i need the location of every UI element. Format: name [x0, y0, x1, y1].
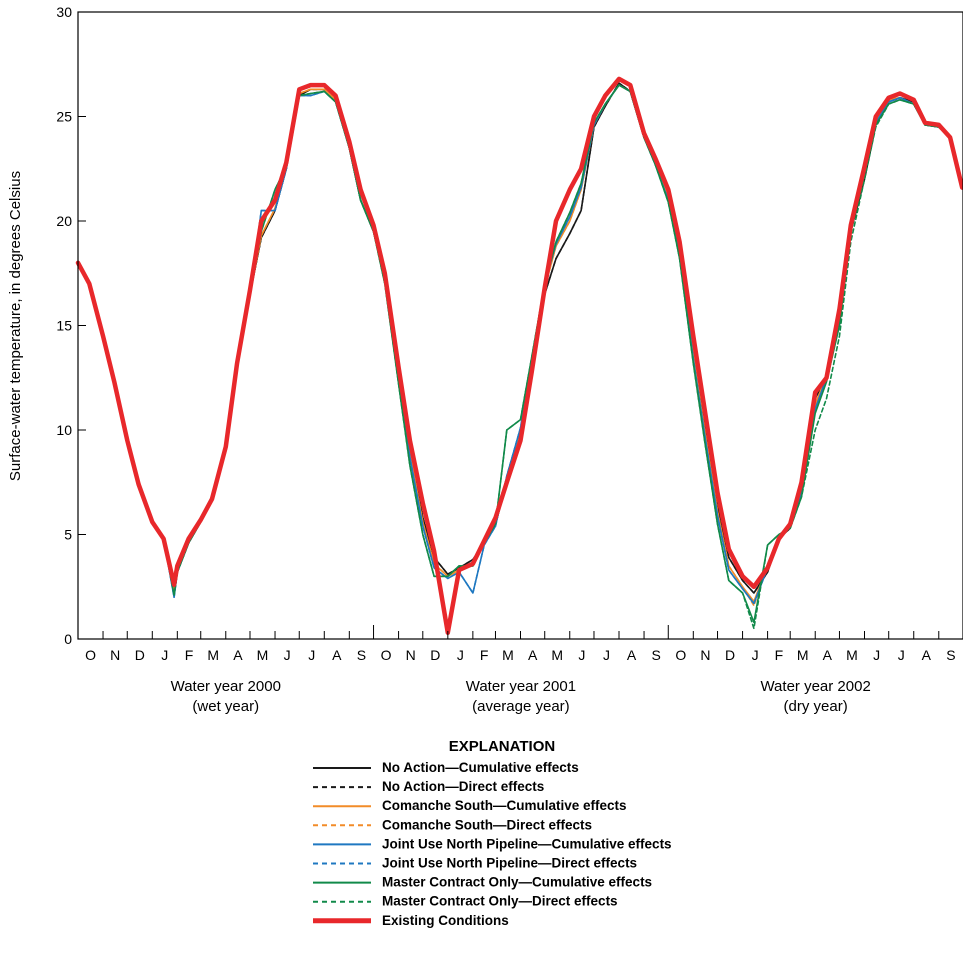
x-tick-label: N [110, 647, 120, 663]
x-tick-label: F [775, 647, 784, 663]
x-tick-label: J [898, 647, 905, 663]
legend-series-name: No Action [382, 760, 445, 775]
x-tick-label: D [135, 647, 145, 663]
legend-series-effect: —Cumulative effects [493, 798, 627, 813]
x-tick-label: S [651, 647, 660, 663]
legend-entry: Existing Conditions [382, 913, 509, 928]
legend-series-name: Comanche South [382, 817, 493, 832]
water-year-labels: Water year 2000 (wet year) Water year 2001… [171, 678, 871, 715]
water-year-sublabel: (dry year) [784, 698, 848, 715]
legend-series-effect: —Cumulative effects [519, 875, 653, 890]
y-axis-title: Surface-water temperature, in degrees Ce… [7, 171, 24, 481]
legend-entry: Master Contract Only—Direct effects [382, 894, 618, 909]
legend-title: EXPLANATION [449, 738, 555, 755]
y-tick-label: 0 [64, 631, 72, 647]
x-tick-label: A [528, 647, 538, 663]
x-tick-label: A [627, 647, 637, 663]
plot-frame [77, 11, 963, 640]
legend-series-effect: —Cumulative effects [538, 836, 672, 851]
legend-series-name: Existing Conditions [382, 913, 509, 928]
series-line-no-action-cumulative [77, 82, 963, 596]
x-tick-label: O [85, 647, 96, 663]
water-year-sublabel: (wet year) [192, 698, 259, 715]
legend-entry: Master Contract Only—Cumulative effects [382, 875, 652, 890]
series-line-comanche-south-direct [77, 84, 963, 607]
legend-series-name: Master Contract Only [382, 894, 519, 909]
water-year-sublabel: (average year) [472, 698, 570, 715]
y-tick-label: 25 [56, 109, 72, 125]
legend-series-effect: —Direct effects [519, 894, 618, 909]
x-tick-label: N [700, 647, 710, 663]
legend-series-effect: —Direct effects [538, 856, 637, 871]
legend-series-name: Master Contract Only [382, 875, 519, 890]
x-tick-label: J [578, 647, 585, 663]
legend-series-name: Joint Use North Pipeline [382, 836, 539, 851]
legend-entry: No Action—Direct effects [382, 779, 544, 794]
x-tick-label: M [846, 647, 858, 663]
x-tick-label: M [502, 647, 514, 663]
x-tick-label: O [675, 647, 686, 663]
x-tick-label: M [551, 647, 563, 663]
series-line-existing-conditions-cumulative [75, 76, 963, 635]
water-year-label: Water year 2001 [466, 678, 576, 695]
x-tick-label: J [284, 647, 291, 663]
x-tick-label: O [381, 647, 392, 663]
y-tick-label: 10 [56, 422, 72, 438]
legend-series-effect: —Direct effects [493, 817, 592, 832]
legend-series-effect: —Cumulative effects [445, 760, 579, 775]
legend-entry: Joint Use North Pipeline—Direct effects [382, 856, 637, 871]
legend-series-effect: —Direct effects [445, 779, 544, 794]
series-line-no-action-direct [77, 82, 963, 596]
x-tick-label: A [922, 647, 932, 663]
x-tick-label: J [308, 647, 315, 663]
x-tick-label: F [480, 647, 489, 663]
series-line-joint-use-north-pipeline-cumulative [77, 84, 963, 605]
y-tick-label: 15 [56, 318, 72, 334]
x-tick-label: J [752, 647, 759, 663]
y-axis: 0 5 10 15 20 25 30 [56, 4, 86, 647]
x-tick-label: M [207, 647, 219, 663]
legend-entry: Comanche South—Cumulative effects [382, 798, 627, 813]
x-tick-label: A [823, 647, 833, 663]
x-tick-label: M [797, 647, 809, 663]
legend: EXPLANATION No Action—Cumulative effects… [313, 738, 672, 928]
legend-entry: Comanche South—Direct effects [382, 817, 592, 832]
x-tick-label: A [332, 647, 342, 663]
x-tick-label: D [725, 647, 735, 663]
x-tick-label: F [185, 647, 194, 663]
x-tick-label: J [603, 647, 610, 663]
legend-entry: No Action—Cumulative effects [382, 760, 579, 775]
water-year-label: Water year 2000 [171, 678, 281, 695]
legend-series-name: No Action [382, 779, 445, 794]
series-layer [75, 76, 963, 635]
x-tick-label: J [161, 647, 168, 663]
y-tick-label: 30 [56, 4, 72, 20]
x-tick-label: N [406, 647, 416, 663]
legend-series-name: Comanche South [382, 798, 493, 813]
series-line-joint-use-north-pipeline-direct [77, 84, 963, 605]
x-tick-label: D [430, 647, 440, 663]
legend-series-name: Joint Use North Pipeline [382, 856, 539, 871]
water-year-label: Water year 2002 [760, 678, 870, 695]
x-tick-label: J [873, 647, 880, 663]
y-tick-label: 20 [56, 213, 72, 229]
y-tick-label: 5 [64, 527, 72, 543]
series-line-comanche-south-cumulative [77, 84, 963, 603]
x-tick-label: S [357, 647, 366, 663]
x-tick-label: S [946, 647, 955, 663]
legend-entry: Joint Use North Pipeline—Cumulative effe… [382, 836, 672, 851]
x-tick-label: J [457, 647, 464, 663]
x-tick-label: M [257, 647, 269, 663]
x-tick-label: A [233, 647, 243, 663]
